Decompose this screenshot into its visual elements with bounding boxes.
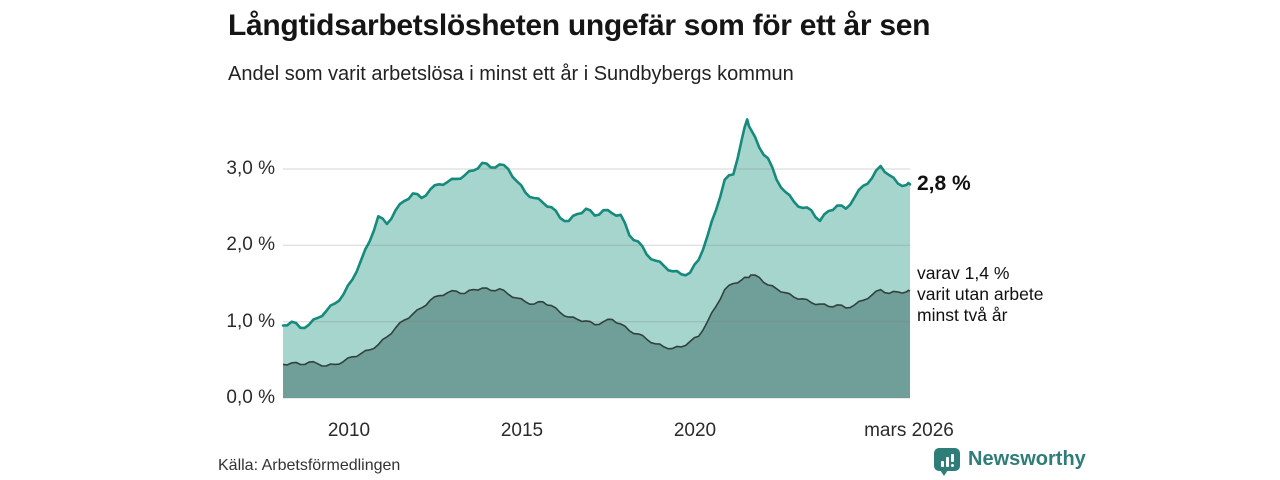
x-tick-label: 2015 [500,420,544,441]
total-line [281,118,912,330]
y-tick-label: 0,0 % [226,387,275,408]
two-year-annotation-line: minst två år [917,305,1008,325]
latest-total-annotation: 2,8 % [917,172,971,195]
page-title: Långtidsarbetslösheten ungefär som för e… [228,9,931,42]
x-tick-label: 2010 [327,420,371,441]
logo-exclamation [950,454,954,467]
y-tick-label: 1,0 % [226,310,275,332]
logo-bar-small [940,461,944,467]
two-year-area-fill [283,275,910,398]
y-tick-label: 2,0 % [226,234,275,256]
two-year-annotation: varav 1,4 % varit utan arbete minst två … [917,263,1043,326]
two-year-line [282,274,911,367]
newsworthy-brand: Newsworthy [934,448,1086,476]
x-tick-label: mars 2026 [864,420,954,441]
y-tick-label: 3,0 % [226,158,275,179]
x-tick-label: 2020 [673,420,717,441]
logo-bar-tall [945,457,949,467]
chart-subtitle: Andel som varit arbetslösa i minst ett å… [228,63,794,85]
two-year-annotation-line: varit utan arbete [917,284,1044,304]
brand-name: Newsworthy [968,448,1086,470]
newsworthy-logo-icon [934,448,960,476]
source-credit: Källa: Arbetsförmedlingen [218,457,401,474]
two-year-annotation-line: varav 1,4 % [917,263,1010,283]
